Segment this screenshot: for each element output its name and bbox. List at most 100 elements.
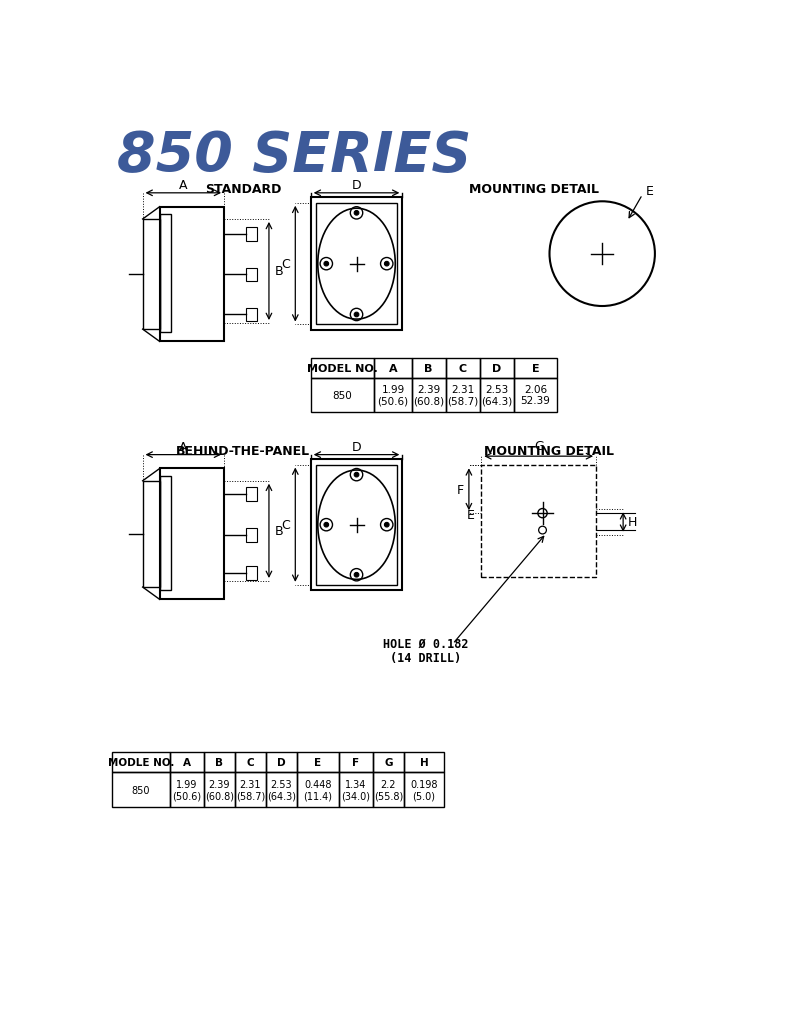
Bar xyxy=(338,772,373,808)
Bar xyxy=(482,466,596,577)
Circle shape xyxy=(354,573,359,577)
Circle shape xyxy=(324,262,329,267)
Bar xyxy=(310,198,402,331)
Text: C: C xyxy=(458,363,466,373)
Text: 850 SERIES: 850 SERIES xyxy=(117,129,471,183)
Bar xyxy=(204,752,235,772)
Text: 1.34
(34.0): 1.34 (34.0) xyxy=(342,779,370,801)
Bar xyxy=(297,752,338,772)
Bar xyxy=(160,207,224,342)
Circle shape xyxy=(354,473,359,477)
Bar xyxy=(374,378,411,412)
Text: D: D xyxy=(492,363,502,373)
Text: C: C xyxy=(281,519,290,532)
Text: D: D xyxy=(277,757,286,767)
Text: D: D xyxy=(352,441,362,454)
Text: 1.99
(50.6): 1.99 (50.6) xyxy=(378,384,409,406)
Text: HOLE Ø 0.182
(14 DRILL): HOLE Ø 0.182 (14 DRILL) xyxy=(382,637,468,664)
Text: MOUNTING DETAIL: MOUNTING DETAIL xyxy=(485,445,614,457)
Bar xyxy=(112,772,170,808)
Bar xyxy=(266,772,297,808)
Text: E: E xyxy=(467,509,475,522)
Bar xyxy=(246,308,257,323)
Bar xyxy=(404,772,444,808)
Text: 2.39
(60.8): 2.39 (60.8) xyxy=(413,384,444,406)
Bar xyxy=(316,203,397,326)
Text: 2.31
(58.7): 2.31 (58.7) xyxy=(236,779,265,801)
Text: A: A xyxy=(182,757,191,767)
Text: 2.39
(60.8): 2.39 (60.8) xyxy=(205,779,234,801)
Bar xyxy=(246,567,257,580)
Bar xyxy=(316,465,397,585)
Text: 1.99
(50.6): 1.99 (50.6) xyxy=(172,779,202,801)
Text: 2.06
52.39: 2.06 52.39 xyxy=(521,384,550,406)
Text: C: C xyxy=(246,757,254,767)
Text: 850: 850 xyxy=(333,390,353,400)
Text: A: A xyxy=(178,441,187,454)
Bar xyxy=(411,358,446,378)
Text: MOUNTING DETAIL: MOUNTING DETAIL xyxy=(469,183,599,196)
Bar xyxy=(310,460,402,590)
Bar xyxy=(373,772,404,808)
Text: H: H xyxy=(628,516,637,529)
Circle shape xyxy=(385,523,389,528)
Bar xyxy=(373,752,404,772)
Circle shape xyxy=(385,262,389,267)
Text: G: G xyxy=(534,440,543,453)
Bar xyxy=(246,268,257,282)
Text: H: H xyxy=(419,757,428,767)
Text: MODLE NO.: MODLE NO. xyxy=(108,757,174,767)
Text: 0.198
(5.0): 0.198 (5.0) xyxy=(410,779,438,801)
Bar xyxy=(142,481,160,587)
Bar xyxy=(310,378,374,412)
Bar xyxy=(310,358,374,378)
Text: E: E xyxy=(646,185,654,198)
Text: B: B xyxy=(274,525,283,538)
Bar xyxy=(160,469,224,600)
Text: 0.448
(11.4): 0.448 (11.4) xyxy=(303,779,332,801)
Bar xyxy=(266,752,297,772)
Bar xyxy=(404,752,444,772)
Text: A: A xyxy=(178,179,187,192)
Bar xyxy=(170,772,204,808)
Bar xyxy=(235,752,266,772)
Bar xyxy=(480,378,514,412)
Text: A: A xyxy=(389,363,398,373)
Circle shape xyxy=(354,211,359,216)
Text: MODEL NO.: MODEL NO. xyxy=(307,363,378,373)
Bar xyxy=(411,378,446,412)
Bar xyxy=(374,358,411,378)
Bar xyxy=(204,772,235,808)
Text: E: E xyxy=(532,363,539,373)
Bar xyxy=(480,358,514,378)
Text: STANDARD: STANDARD xyxy=(205,183,282,196)
Bar xyxy=(514,358,558,378)
Text: B: B xyxy=(274,265,283,278)
Bar xyxy=(338,752,373,772)
Circle shape xyxy=(324,523,329,528)
Text: BEHIND-THE-PANEL: BEHIND-THE-PANEL xyxy=(176,445,310,457)
Text: 2.31
(58.7): 2.31 (58.7) xyxy=(447,384,478,406)
Text: B: B xyxy=(215,757,223,767)
Bar xyxy=(246,487,257,501)
Bar xyxy=(446,358,480,378)
Bar xyxy=(246,528,257,542)
Text: 2.53
(64.3): 2.53 (64.3) xyxy=(481,384,513,406)
Circle shape xyxy=(354,312,359,317)
Bar xyxy=(246,228,257,242)
Text: F: F xyxy=(352,757,359,767)
Text: D: D xyxy=(352,179,362,192)
Text: 2.2
(55.8): 2.2 (55.8) xyxy=(374,779,403,801)
Bar xyxy=(235,772,266,808)
Text: 2.53
(64.3): 2.53 (64.3) xyxy=(267,779,296,801)
Bar xyxy=(170,752,204,772)
Bar xyxy=(446,378,480,412)
Text: E: E xyxy=(314,757,322,767)
Text: F: F xyxy=(456,483,463,496)
Text: 850: 850 xyxy=(132,785,150,795)
Bar xyxy=(514,378,558,412)
Bar xyxy=(160,215,170,333)
Bar xyxy=(112,752,170,772)
Text: B: B xyxy=(425,363,433,373)
Text: C: C xyxy=(281,258,290,271)
